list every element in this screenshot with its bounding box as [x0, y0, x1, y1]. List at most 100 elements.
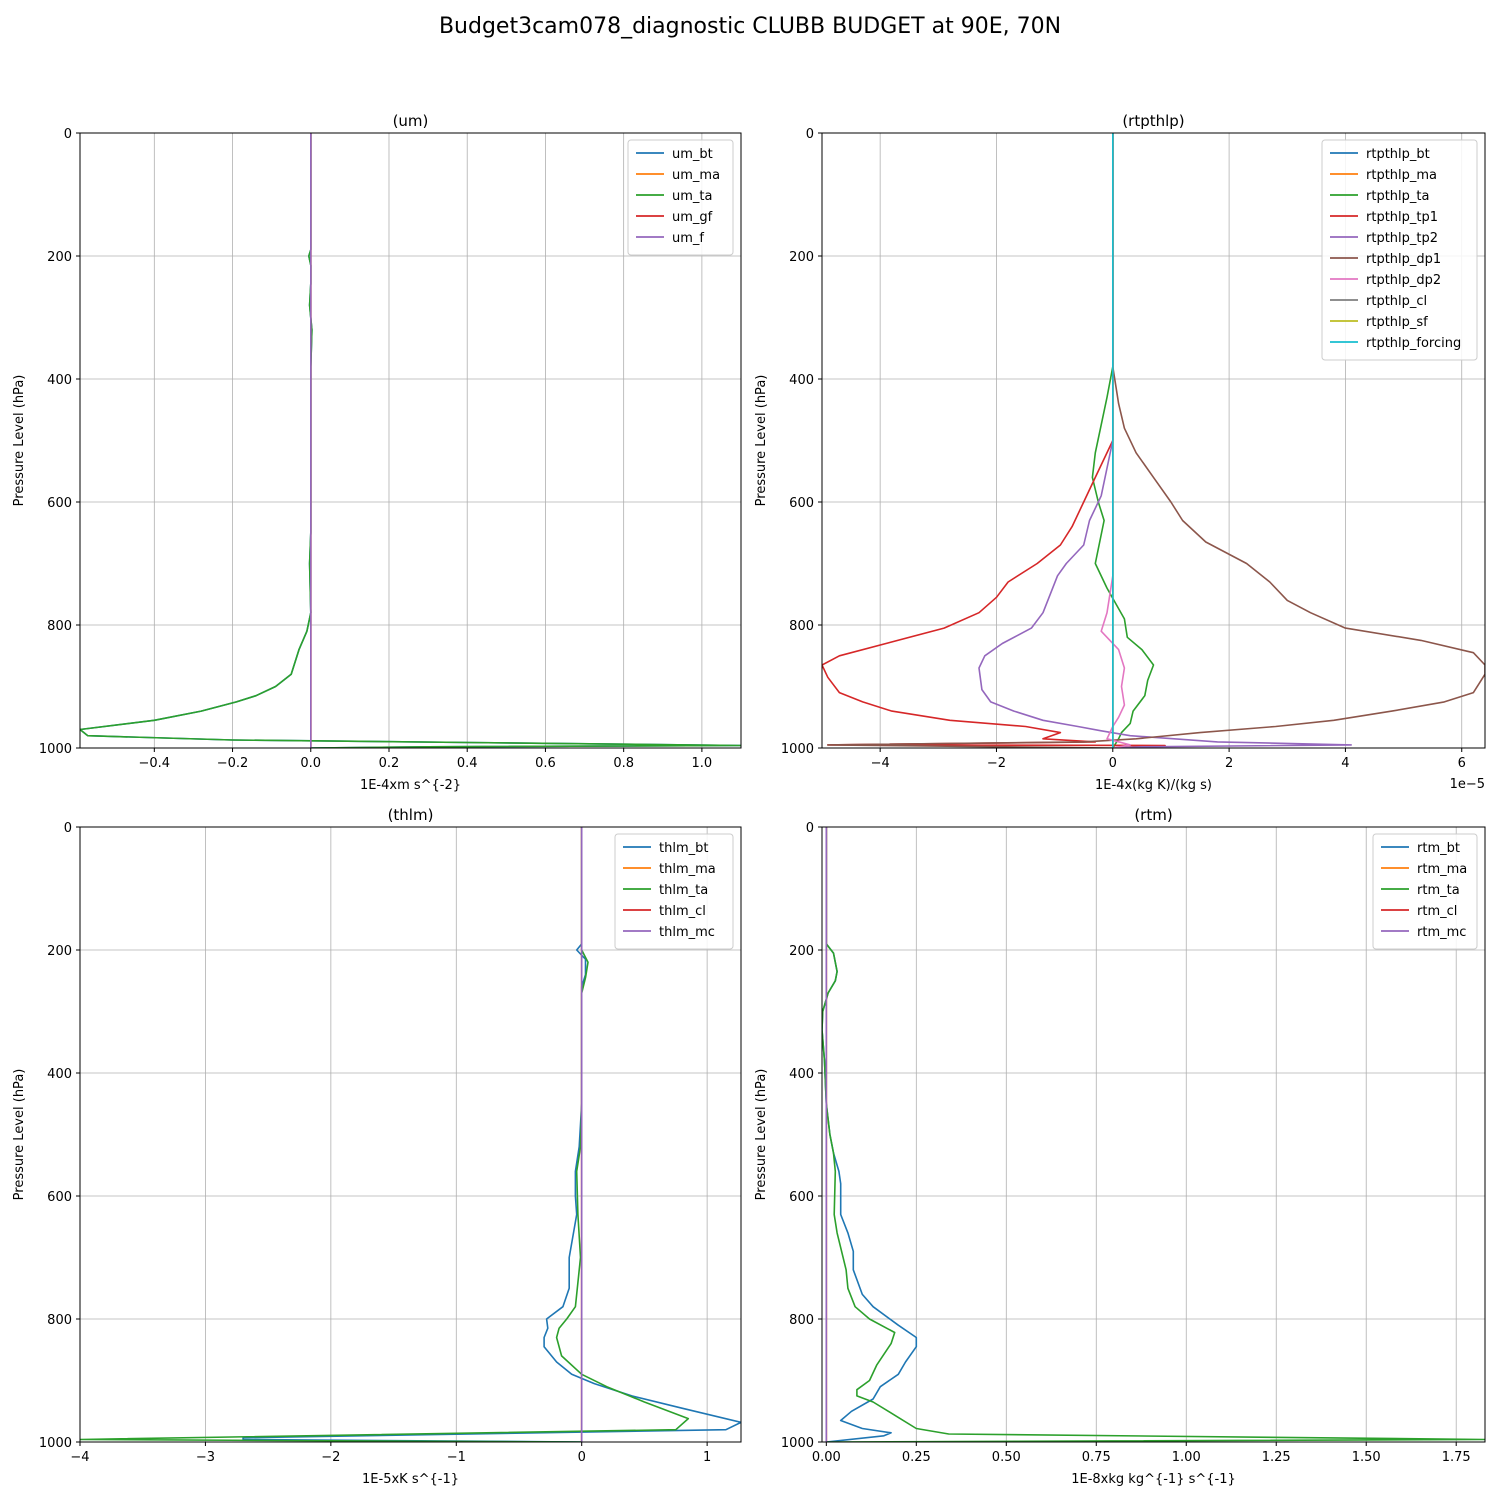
legend-label: rtpthlp_sf — [1366, 315, 1428, 330]
x-tick-label: 1 — [703, 1450, 711, 1465]
legend-label: rtpthlp_forcing — [1366, 336, 1461, 351]
y-tick-label: 0 — [64, 127, 72, 142]
x-tick-label: 0.6 — [535, 756, 556, 771]
y-tick-label: 600 — [789, 1190, 814, 1205]
legend-label: thlm_ta — [659, 883, 708, 898]
x-tick-label: 1.0 — [692, 756, 713, 771]
legend-label: rtm_mc — [1417, 925, 1466, 940]
y-tick-label: 0 — [806, 127, 814, 142]
x-tick-label: 0 — [1109, 756, 1117, 771]
y-axis-label: Pressure Level (hPa) — [754, 1069, 769, 1201]
series-line-rtpthlp_tp2 — [978, 133, 1352, 748]
y-tick-label: 800 — [789, 1313, 814, 1328]
legend: rtm_bt rtm_ma rtm_ta rtm_cl rtm_mc — [1372, 833, 1478, 950]
subplot-title: (thlm) — [388, 806, 434, 824]
series-line-rtm_bt — [822, 827, 918, 1442]
legend-label: rtpthlp_dp1 — [1366, 252, 1441, 267]
x-tick-label: 1.50 — [1352, 1450, 1381, 1465]
subplot-3: 0.00 0.25 0.50 0.75 1.00 1.25 1.50 1.75 0 200 400 6… — [754, 806, 1486, 1487]
x-tick-label: 6 — [1458, 756, 1466, 771]
legend-label: thlm_bt — [659, 841, 708, 856]
legend-label: um_ta — [672, 189, 712, 204]
y-tick-label: 200 — [47, 250, 72, 265]
y-tick-label: 1000 — [781, 742, 814, 757]
y-tick-label: 600 — [47, 496, 72, 511]
y-tick-label: 400 — [47, 373, 72, 388]
axes-frame — [821, 132, 1486, 749]
y-tick-label: 600 — [789, 496, 814, 511]
x-tick-label: −3 — [196, 1450, 215, 1465]
y-tick-label: 800 — [789, 619, 814, 634]
y-axis-label: Pressure Level (hPa) — [754, 375, 769, 507]
y-axis-label: Pressure Level (hPa) — [12, 1069, 27, 1201]
legend-label: rtm_ma — [1417, 862, 1467, 877]
x-tick-label: 0.0 — [300, 756, 321, 771]
y-tick-label: 1000 — [781, 1436, 814, 1451]
legend-label: thlm_ma — [659, 862, 716, 877]
legend-label: um_gf — [672, 210, 713, 225]
legend-label: um_bt — [672, 147, 713, 162]
y-tick-label: 400 — [47, 1067, 72, 1082]
x-tick-label: −4 — [70, 1450, 89, 1465]
x-tick-label: 0.50 — [992, 1450, 1021, 1465]
series-line-thlm_bt — [242, 827, 741, 1442]
subplot-title: (um) — [393, 112, 429, 130]
x-tick-label: 4 — [1341, 756, 1349, 771]
y-tick-label: 600 — [47, 1190, 72, 1205]
legend-label: rtpthlp_tp2 — [1366, 231, 1438, 246]
x-tick-label: 0 — [578, 1450, 586, 1465]
figure-title: Budget3cam078_diagnostic CLUBB BUDGET at… — [438, 14, 1062, 39]
y-tick-label: 800 — [47, 1313, 72, 1328]
legend-box — [1321, 139, 1478, 361]
x-tick-label: 2 — [1225, 756, 1233, 771]
y-tick-label: 400 — [789, 1067, 814, 1082]
legend-label: rtpthlp_bt — [1366, 147, 1430, 162]
x-tick-label: 0.8 — [613, 756, 634, 771]
legend-label: rtpthlp_ma — [1366, 168, 1437, 183]
legend-label: um_ma — [672, 168, 720, 183]
subplot-0: −0.4 −0.2 0.0 0.2 0.4 0.6 0.8 1.0 0 200 400 600 800 1… — [12, 112, 742, 793]
legend-label: thlm_mc — [659, 925, 715, 940]
x-tick-label: 0.25 — [902, 1450, 931, 1465]
subplot-2: −4 −3 −2 −1 0 1 0 200 400 600 800 1000 (thlm) 1E-5xK … — [12, 806, 742, 1487]
series-line-rtm_ta — [822, 827, 1485, 1442]
legend-label: rtm_bt — [1417, 841, 1460, 856]
axes-frame — [821, 826, 1486, 1443]
y-tick-label: 1000 — [39, 1436, 72, 1451]
x-tick-label: 0.75 — [1082, 1450, 1111, 1465]
series-line-thlm_ta — [80, 827, 690, 1442]
subplot-title: (rtm) — [1134, 806, 1172, 824]
y-axis-label: Pressure Level (hPa) — [12, 375, 27, 507]
legend-label: rtpthlp_dp2 — [1366, 273, 1441, 288]
subplot-title: (rtpthlp) — [1122, 112, 1184, 130]
legend-label: rtm_ta — [1417, 883, 1460, 898]
x-tick-label: 0.00 — [812, 1450, 841, 1465]
x-tick-label: −4 — [871, 756, 890, 771]
y-tick-label: 800 — [47, 619, 72, 634]
legend-label: thlm_cl — [659, 904, 706, 919]
x-tick-label: −0.2 — [217, 756, 249, 771]
series-line-rtpthlp_dp2 — [1100, 133, 1131, 748]
legend-label: rtm_cl — [1417, 904, 1457, 919]
x-tick-label: −1 — [447, 1450, 466, 1465]
y-tick-label: 400 — [789, 373, 814, 388]
x-axis-label: 1E-4x(kg K)/(kg s) — [1095, 778, 1212, 793]
y-tick-label: 200 — [789, 944, 814, 959]
legend: thlm_bt thlm_ma thlm_ta thlm_cl thlm_mc — [614, 833, 734, 950]
x-tick-label: −2 — [321, 1450, 340, 1465]
legend-box — [614, 833, 734, 950]
legend-label: um_f — [672, 231, 704, 246]
y-tick-label: 200 — [789, 250, 814, 265]
legend-label: rtpthlp_tp1 — [1366, 210, 1438, 225]
x-tick-label: −2 — [987, 756, 1006, 771]
legend: rtpthlp_bt rtpthlp_ma rtpthlp_ta rtpthlp_tp… — [1321, 139, 1478, 361]
x-tick-label: 1.75 — [1442, 1450, 1471, 1465]
y-tick-label: 200 — [47, 944, 72, 959]
x-tick-label: 0.2 — [379, 756, 400, 771]
x-tick-label: 1.25 — [1262, 1450, 1291, 1465]
x-tick-label: −0.4 — [139, 756, 171, 771]
legend-label: rtpthlp_cl — [1366, 294, 1427, 309]
y-tick-label: 0 — [64, 821, 72, 836]
legend-box — [627, 139, 734, 256]
